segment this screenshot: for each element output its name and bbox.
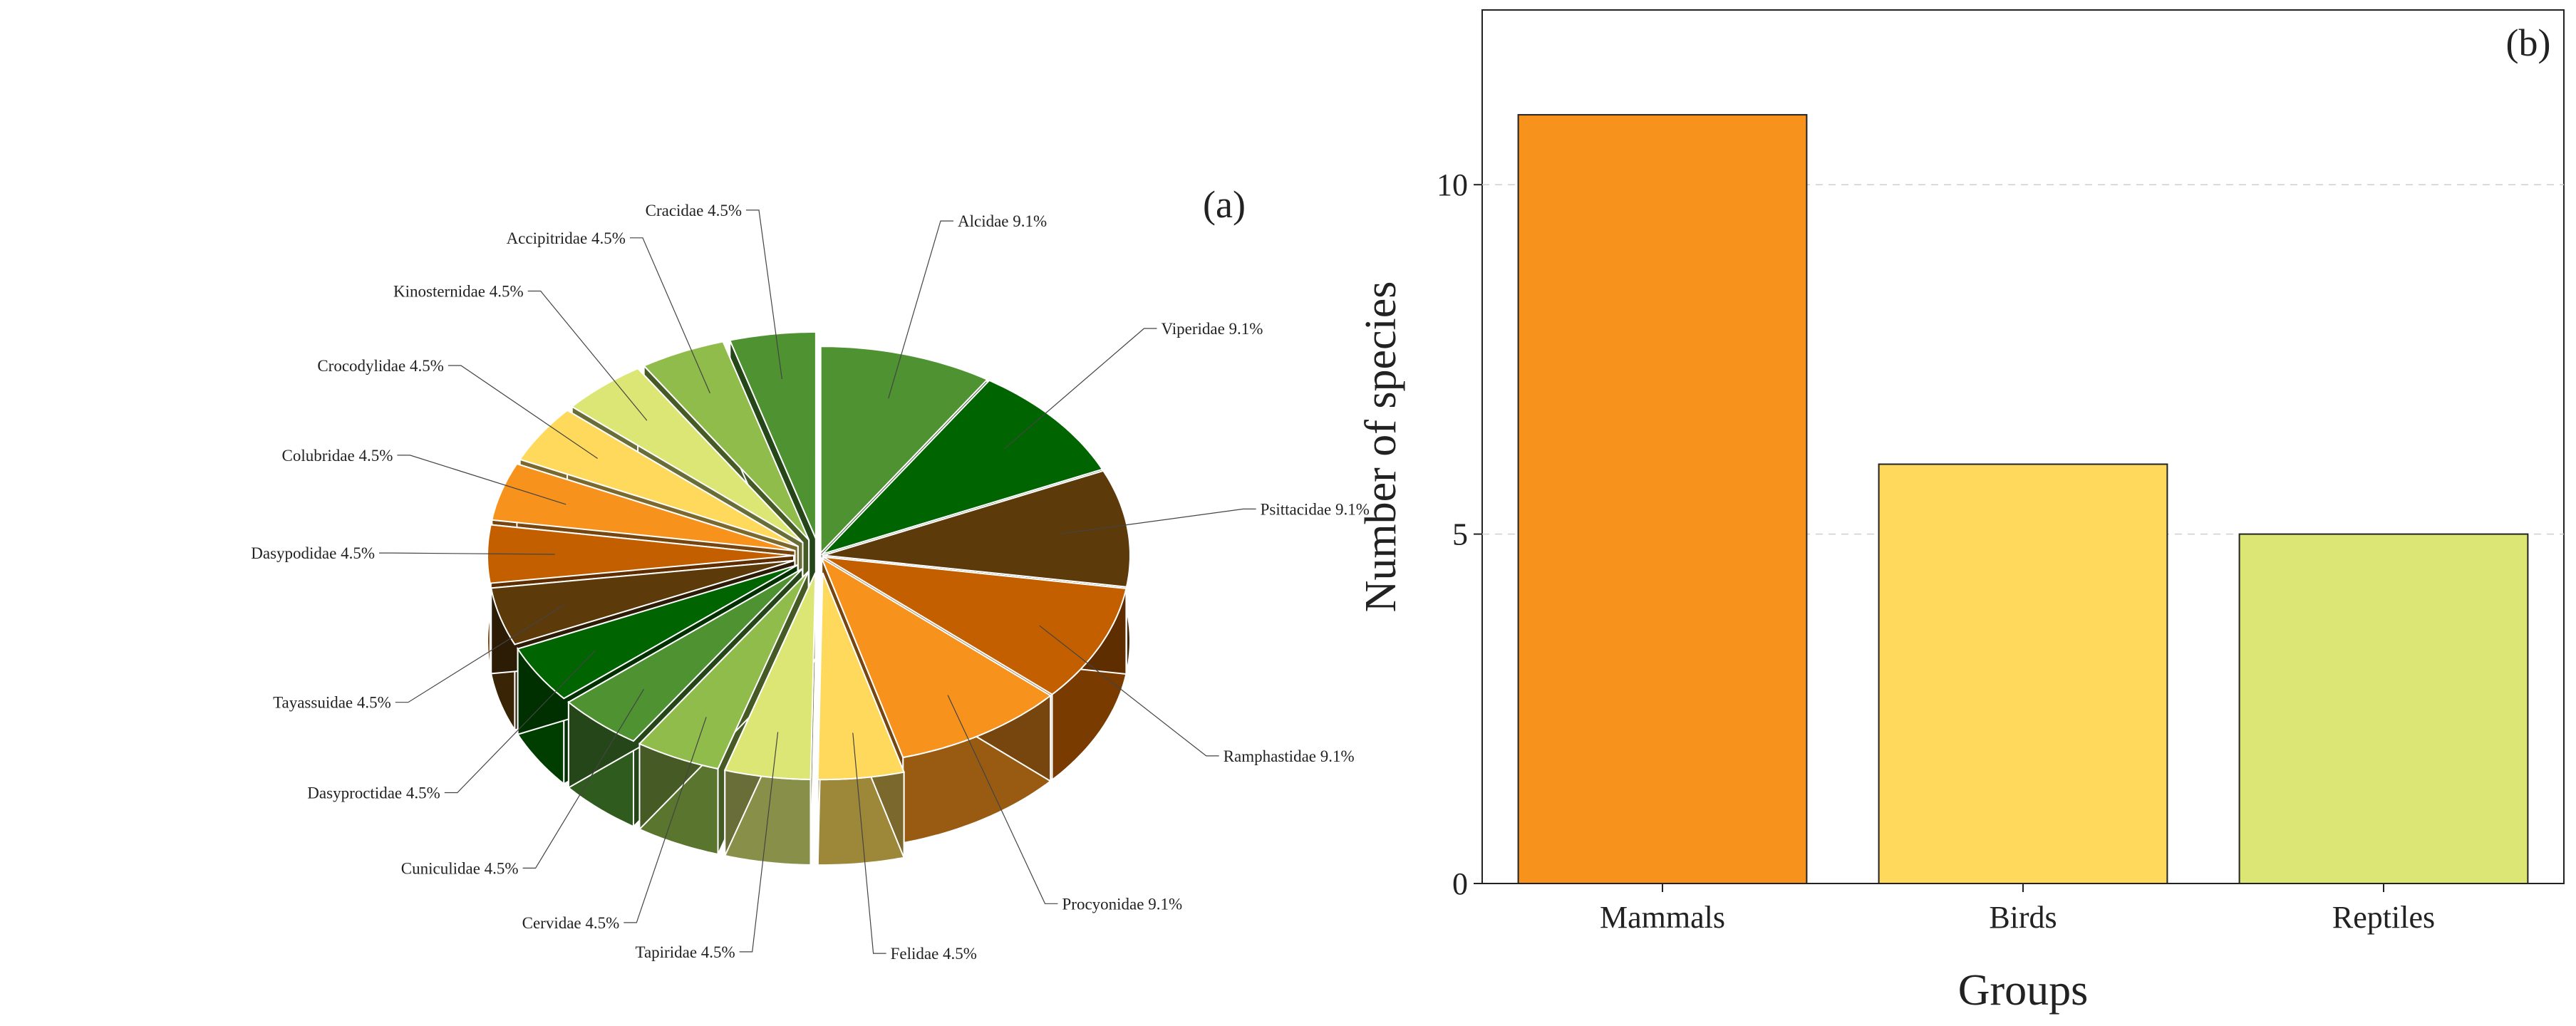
y-axis-title: Number of species [1357, 281, 1405, 613]
leader-cuniculidae [522, 688, 644, 869]
pie-slice-kinosternidae [570, 368, 804, 544]
leader-cracidae [746, 209, 782, 380]
bar-reptiles [2238, 533, 2529, 884]
bar-chart-panel: 0 5 10 Mammals Birds Reptiles (b) Groups Num… [1357, 9, 2565, 1015]
pie-label-procyonidae: Procyonidae 9.1% [1062, 895, 1183, 913]
pie-leader-lines [379, 209, 1256, 954]
y-tick-label-0: 0 [1452, 866, 1468, 901]
pie-label-ramphastidae: Ramphastidae 9.1% [1224, 747, 1355, 765]
pie-label-accipitridae: Accipitridae 4.5% [507, 229, 626, 247]
leader-dasypodidae [379, 552, 555, 555]
pie-slice-colubridae [491, 462, 795, 552]
leader-felidae [852, 732, 886, 954]
pie-slice-procyonidae [820, 556, 1052, 759]
pie-label-tapiridae: Tapiridae 4.5% [636, 943, 735, 961]
pie-chart-panel: Alcidae 9.1% Viperidae 9.1% Psittacidae 9.… [251, 183, 1370, 963]
pie-slice-crocodylidae [519, 409, 799, 547]
leader-ramphastidae [1039, 625, 1219, 757]
panel-label-a: (a) [1203, 183, 1246, 226]
pie-slice-cracidae [728, 331, 817, 539]
x-axis-ticks: Mammals Birds Reptiles [1600, 884, 2435, 935]
leader-crocodylidae [448, 365, 598, 459]
bars [1517, 114, 2529, 885]
x-tick-label-reptiles: Reptiles [2332, 900, 2435, 935]
pie-slice-tapiridae [723, 572, 817, 780]
y-tick-label-10: 10 [1437, 167, 1468, 202]
panel-label-b: (b) [2506, 21, 2551, 64]
y-axis-ticks: 0 5 10 [1437, 167, 1482, 901]
x-axis-title: Groups [1958, 966, 2089, 1015]
pie-slice-cuniculidae [567, 568, 803, 742]
pie-slice-felidae [817, 572, 905, 781]
x-tick-label-birds: Birds [1989, 900, 2057, 935]
leader-viperidae [1003, 328, 1157, 450]
leader-tapiridae [739, 732, 779, 953]
bar-mammals [1517, 114, 1808, 885]
pie-label-crocodylidae: Crocodylidae 4.5% [317, 357, 444, 375]
leader-colubridae [397, 455, 567, 505]
pie-slice-cervidae [638, 571, 809, 770]
leader-cervidae [624, 717, 707, 923]
leader-procyonidae [947, 695, 1058, 904]
leader-alcidae [888, 220, 953, 399]
leader-tayassuidae [395, 603, 566, 703]
pie-slice-viperidae [820, 379, 1104, 556]
pie-label-cervidae: Cervidae 4.5% [522, 914, 620, 932]
leader-kinosternidae [527, 290, 648, 421]
leader-accipitridae [629, 237, 710, 394]
pie-slice-accipitridae [642, 341, 810, 541]
pie-label-cuniculidae: Cuniculidae 4.5% [401, 859, 519, 877]
leader-psittacidae [1060, 508, 1256, 534]
pie-slice-alcidae [819, 346, 989, 555]
pie-label-colubridae: Colubridae 4.5% [282, 447, 393, 465]
pie-label-alcidae: Alcidae 9.1% [958, 212, 1047, 230]
pie-labels: Alcidae 9.1% Viperidae 9.1% Psittacidae 9.… [251, 202, 1370, 963]
pie-label-cracidae: Cracidae 4.5% [646, 202, 742, 219]
pie-slice-tayassuidae [490, 559, 795, 646]
pie-label-viperidae: Viperidae 9.1% [1162, 320, 1263, 338]
pie-label-dasypodidae: Dasypodidae 4.5% [251, 544, 375, 562]
pie-label-psittacidae: Psittacidae 9.1% [1261, 500, 1370, 518]
pie-label-dasyproctidae: Dasyproctidae 4.5% [307, 784, 440, 802]
pie-label-felidae: Felidae 4.5% [891, 945, 977, 963]
pie-slice-ramphastidae [822, 556, 1127, 695]
pie-label-tayassuidae: Tayassuidae 4.5% [273, 694, 391, 712]
leader-dasyproctidae [444, 650, 596, 794]
bar-birds [1878, 463, 2168, 884]
pie-top-faces [487, 331, 1131, 781]
pie-label-kinosternidae: Kinosternidae 4.5% [393, 283, 524, 301]
pie-slice-dasyproctidae [517, 564, 799, 700]
pie-slice-psittacidae [823, 470, 1131, 588]
x-tick-label-mammals: Mammals [1600, 900, 1725, 935]
y-tick-label-5: 5 [1452, 517, 1468, 552]
